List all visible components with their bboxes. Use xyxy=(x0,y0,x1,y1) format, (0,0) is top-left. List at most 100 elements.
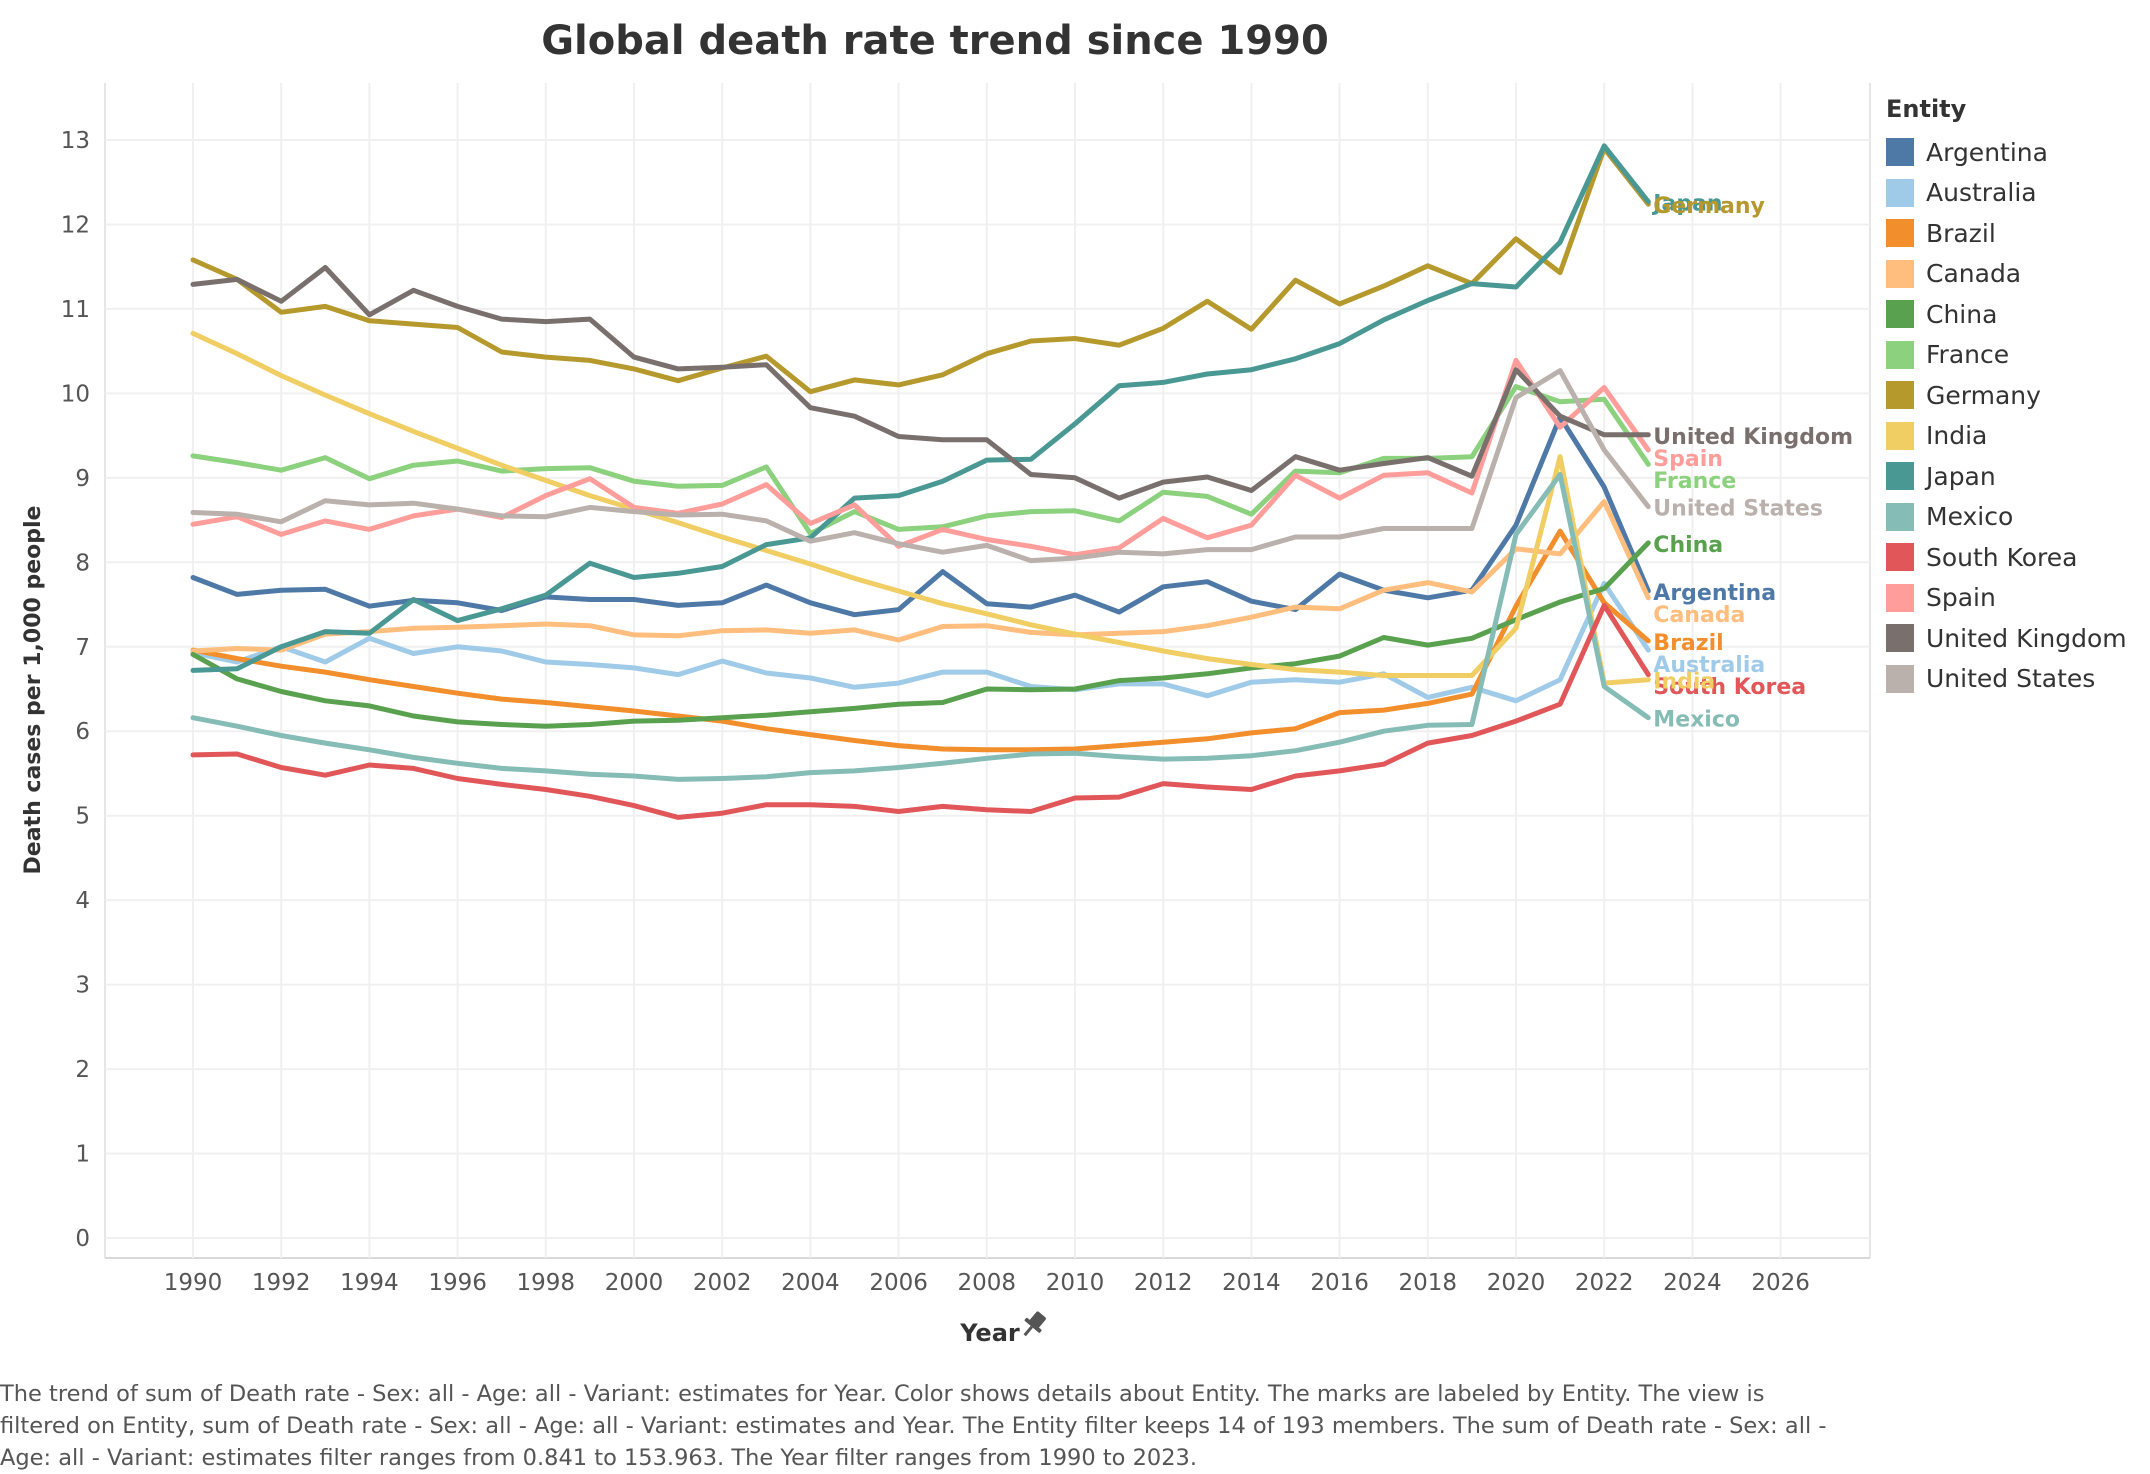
legend-item-canada[interactable]: Canada xyxy=(1886,254,2127,295)
legend-swatch xyxy=(1886,300,1914,329)
y-tick-label: 8 xyxy=(75,550,90,576)
series-line-united-kingdom xyxy=(190,265,1651,501)
legend-label: South Korea xyxy=(1926,542,2078,572)
end-label-mexico: Mexico xyxy=(1653,708,1740,733)
legend-label: India xyxy=(1926,421,1988,451)
y-tick-label: 6 xyxy=(75,719,90,745)
end-label-india: India xyxy=(1653,670,1715,695)
series-line-germany xyxy=(190,145,1651,395)
y-tick-label: 5 xyxy=(75,804,90,830)
legend-label: Australia xyxy=(1926,178,2037,208)
legend-label: Germany xyxy=(1926,380,2041,410)
legend-swatch xyxy=(1886,462,1914,491)
legend-swatch xyxy=(1886,583,1914,612)
end-label-united-kingdom: United Kingdom xyxy=(1653,425,1853,450)
x-tick-label: 1994 xyxy=(340,1270,399,1296)
x-tick-label: 2016 xyxy=(1310,1270,1369,1296)
legend-item-brazil[interactable]: Brazil xyxy=(1886,213,2127,254)
legend-item-india[interactable]: India xyxy=(1886,416,2127,457)
legend-items: Argentina Australia Brazil Canada China Franc… xyxy=(1886,132,2127,699)
legend-swatch xyxy=(1886,178,1914,207)
caption: The trend of sum of Death rate - Sex: al… xyxy=(0,1381,1827,1471)
end-label-united-states: United States xyxy=(1653,497,1823,522)
legend-swatch xyxy=(1886,259,1914,288)
legend-item-south-korea[interactable]: South Korea xyxy=(1886,537,2127,578)
series-line-south-korea xyxy=(190,602,1651,820)
y-tick-label: 0 xyxy=(75,1226,90,1252)
y-tick-label: 1 xyxy=(75,1142,90,1168)
legend-label: Mexico xyxy=(1926,502,2014,532)
x-tick-label: 2018 xyxy=(1399,1270,1458,1296)
series-line-spain xyxy=(190,357,1651,558)
legend-swatch xyxy=(1886,138,1914,167)
end-label-argentina: Argentina xyxy=(1653,581,1776,606)
x-tick-label: 1992 xyxy=(252,1270,311,1296)
legend-swatch xyxy=(1886,219,1914,248)
end-label-germany: Germany xyxy=(1653,194,1765,219)
series-line-japan xyxy=(190,143,1651,673)
legend-item-china[interactable]: China xyxy=(1886,294,2127,335)
x-tick-label: 1996 xyxy=(428,1270,487,1296)
y-tick-label: 12 xyxy=(61,212,90,238)
series-line-mexico xyxy=(190,472,1651,782)
legend-item-united-kingdom[interactable]: United Kingdom xyxy=(1886,618,2127,659)
legend-item-united-states[interactable]: United States xyxy=(1886,659,2127,700)
x-tick-label: 2010 xyxy=(1046,1270,1105,1296)
legend-item-germany[interactable]: Germany xyxy=(1886,375,2127,416)
legend-swatch xyxy=(1886,421,1914,450)
x-tick-label: 2026 xyxy=(1751,1270,1810,1296)
legend-item-australia[interactable]: Australia xyxy=(1886,173,2127,214)
legend-title: Entity xyxy=(1886,95,1967,123)
legend-label: Japan xyxy=(1926,461,1996,491)
series-line-argentina xyxy=(190,414,1651,618)
legend-label: United Kingdom xyxy=(1926,623,2127,653)
series-line-india xyxy=(190,330,1651,686)
legend-swatch xyxy=(1886,543,1914,572)
legend-label: France xyxy=(1926,340,2010,370)
legend-item-france[interactable]: France xyxy=(1886,335,2127,376)
x-tick-label: 2004 xyxy=(781,1270,840,1296)
y-tick-label: 9 xyxy=(75,466,90,492)
x-tick-label: 2020 xyxy=(1487,1270,1546,1296)
legend-swatch xyxy=(1886,624,1914,653)
end-label-japan: Japan xyxy=(1651,192,1722,217)
y-tick-label: 11 xyxy=(61,297,90,323)
y-tick-label: 3 xyxy=(75,973,90,999)
legend-item-argentina[interactable]: Argentina xyxy=(1886,132,2127,173)
legend-label: Canada xyxy=(1926,259,2022,289)
x-tick-label: 2012 xyxy=(1134,1270,1193,1296)
series-line-australia xyxy=(190,580,1651,704)
legend-label: Argentina xyxy=(1926,137,2048,167)
legend-label: Brazil xyxy=(1926,218,1996,248)
x-axis-label: Year xyxy=(959,1319,1020,1347)
end-label-canada: Canada xyxy=(1653,603,1745,628)
end-label-france: France xyxy=(1653,469,1736,494)
legend-label: China xyxy=(1926,299,1998,329)
legend-label: United States xyxy=(1926,664,2096,694)
legend-item-mexico[interactable]: Mexico xyxy=(1886,497,2127,538)
x-tick-label: 2014 xyxy=(1222,1270,1281,1296)
legend-swatch xyxy=(1886,502,1914,531)
y-tick-label: 2 xyxy=(75,1057,90,1083)
series-line-canada xyxy=(190,499,1651,654)
x-tick-label: 2000 xyxy=(605,1270,664,1296)
pin-icon[interactable] xyxy=(1017,1308,1050,1342)
series-line-united-states xyxy=(190,368,1651,564)
end-label-china: China xyxy=(1653,533,1723,558)
x-tick-label: 2022 xyxy=(1575,1270,1634,1296)
y-tick-label: 7 xyxy=(75,635,90,661)
x-tick-label: 2024 xyxy=(1663,1270,1722,1296)
legend-swatch xyxy=(1886,340,1914,369)
series-lines xyxy=(190,143,1651,820)
legend-item-spain[interactable]: Spain xyxy=(1886,578,2127,619)
legend-item-japan[interactable]: Japan xyxy=(1886,456,2127,497)
y-axis-label: Death cases per 1,000 people xyxy=(21,506,46,875)
y-tick-label: 13 xyxy=(61,128,90,154)
x-tick-label: 2008 xyxy=(958,1270,1017,1296)
end-label-australia: Australia xyxy=(1653,653,1765,678)
y-tick-label: 4 xyxy=(75,888,90,914)
series-line-brazil xyxy=(190,528,1651,753)
legend-swatch xyxy=(1886,381,1914,410)
series-line-china xyxy=(190,540,1651,729)
